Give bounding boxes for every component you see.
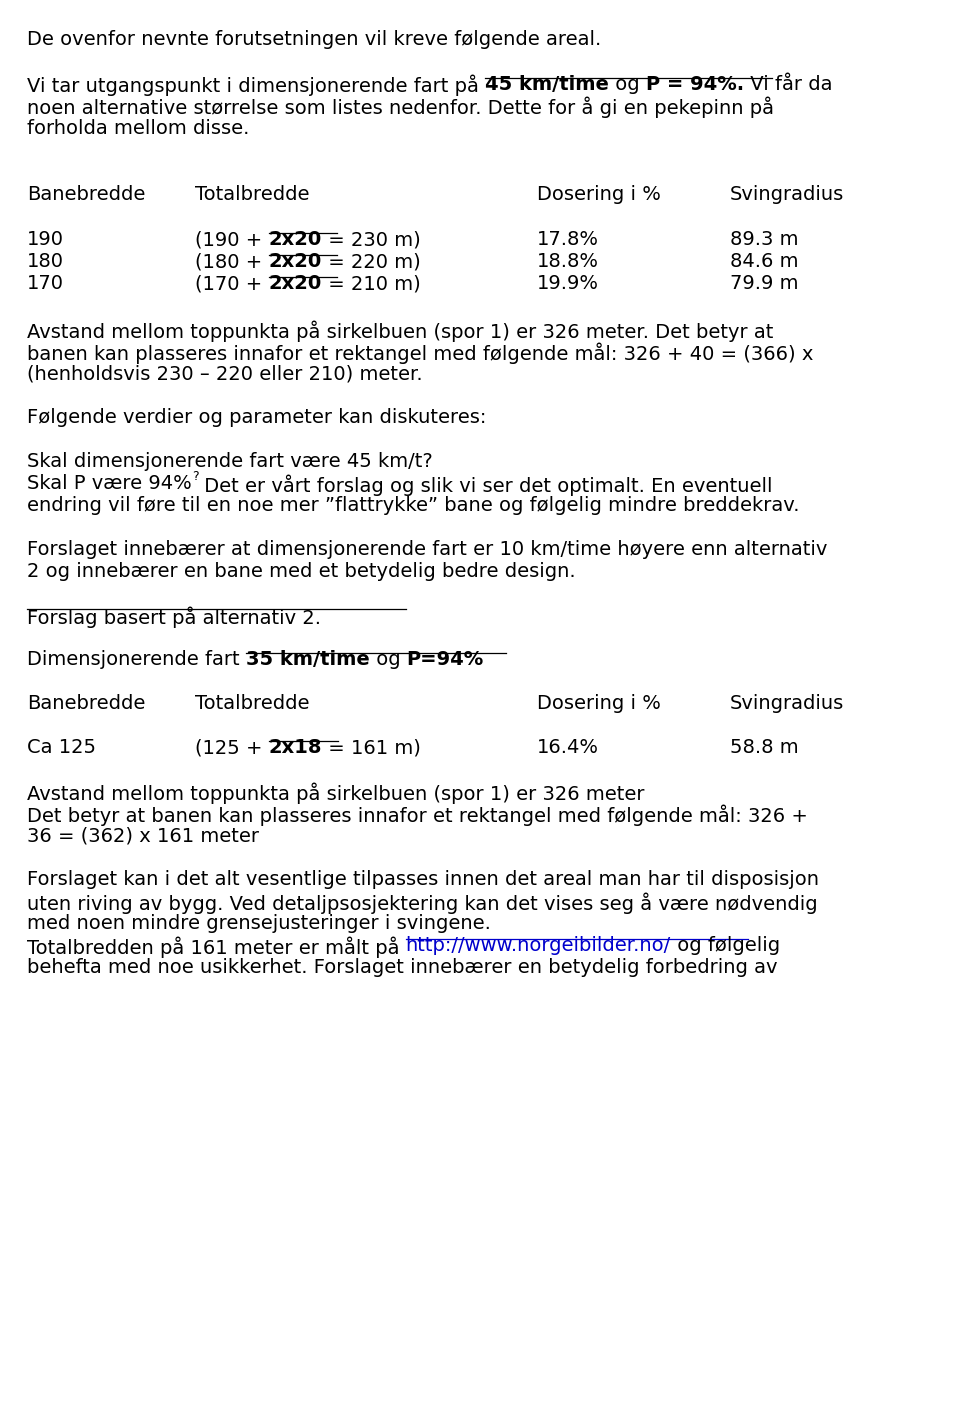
- Text: De ovenfor nevnte forutsetningen vil kreve følgende areal.: De ovenfor nevnte forutsetningen vil kre…: [27, 30, 601, 49]
- Text: http://www.norgeibilder.no/: http://www.norgeibilder.no/: [406, 936, 671, 955]
- Text: Forslaget innebærer at dimensjonerende fart er 10 km/time høyere enn alternativ: Forslaget innebærer at dimensjonerende f…: [27, 540, 828, 559]
- Text: banen kan plasseres innafor et rektangel med følgende mål: 326 + 40 = (366) x: banen kan plasseres innafor et rektangel…: [27, 342, 813, 363]
- Text: Forslag basert på alternativ 2.: Forslag basert på alternativ 2.: [27, 606, 321, 628]
- Text: 2x20: 2x20: [269, 274, 322, 293]
- Text: 170: 170: [27, 274, 64, 293]
- Text: Følgende verdier og parameter kan diskuteres:: Følgende verdier og parameter kan diskut…: [27, 408, 487, 426]
- Text: behefta med noe usikkerhet. Forslaget innebærer en betydelig forbedring av: behefta med noe usikkerhet. Forslaget in…: [27, 958, 778, 976]
- Text: noen alternative størrelse som listes nedenfor. Dette for å gi en pekepinn på: noen alternative størrelse som listes ne…: [27, 97, 774, 118]
- Text: endring vil føre til en noe mer ”flattrykke” bane og følgelig mindre breddekrav.: endring vil føre til en noe mer ”flattry…: [27, 497, 800, 515]
- Text: Dosering i %: Dosering i %: [537, 694, 660, 713]
- Text: (190 +: (190 +: [195, 229, 269, 249]
- Text: Dimensjonerende fart: Dimensjonerende fart: [27, 650, 246, 668]
- Text: og: og: [609, 75, 646, 94]
- Text: Forslaget kan i det alt vesentlige tilpasses innen det areal man har til disposi: Forslaget kan i det alt vesentlige tilpa…: [27, 870, 819, 889]
- Text: = 161 m): = 161 m): [323, 739, 421, 757]
- Text: Totalbredden på 161 meter er målt på: Totalbredden på 161 meter er målt på: [27, 936, 406, 958]
- Text: Avstand mellom toppunkta på sirkelbuen (spor 1) er 326 meter: Avstand mellom toppunkta på sirkelbuen (…: [27, 782, 644, 803]
- Text: Banebredde: Banebredde: [27, 694, 145, 713]
- Text: 2x20: 2x20: [269, 229, 322, 249]
- Text: (henholdsvis 230 – 220 eller 210) meter.: (henholdsvis 230 – 220 eller 210) meter.: [27, 364, 422, 383]
- Text: Vi tar utgangspunkt i dimensjonerende fart på: Vi tar utgangspunkt i dimensjonerende fa…: [27, 75, 485, 97]
- Text: 2x18: 2x18: [269, 739, 323, 757]
- Text: Skal P være 94%: Skal P være 94%: [27, 474, 192, 492]
- Text: Skal dimensjonerende fart være 45 km/t?: Skal dimensjonerende fart være 45 km/t?: [27, 452, 433, 471]
- Text: Svingradius: Svingradius: [730, 184, 844, 204]
- Text: Banebredde: Banebredde: [27, 184, 145, 204]
- Text: P=94%: P=94%: [406, 650, 484, 668]
- Text: (180 +: (180 +: [195, 252, 269, 272]
- Text: 36 = (362) x 161 meter: 36 = (362) x 161 meter: [27, 826, 259, 846]
- Text: og: og: [370, 650, 406, 668]
- Text: Det er vårt forslag og slik vi ser det optimalt. En eventuell: Det er vårt forslag og slik vi ser det o…: [199, 474, 773, 495]
- Text: Vi får da: Vi får da: [744, 75, 832, 94]
- Text: med noen mindre grensejusteringer i svingene.: med noen mindre grensejusteringer i svin…: [27, 915, 491, 933]
- Text: Svingradius: Svingradius: [730, 694, 844, 713]
- Text: Det betyr at banen kan plasseres innafor et rektangel med følgende mål: 326 +: Det betyr at banen kan plasseres innafor…: [27, 803, 808, 826]
- Text: uten riving av bygg. Ved detaljpsosjektering kan det vises seg å være nødvendig: uten riving av bygg. Ved detaljpsosjekte…: [27, 892, 818, 913]
- Text: = 220 m): = 220 m): [322, 252, 420, 272]
- Text: (170 +: (170 +: [195, 274, 269, 293]
- Text: 17.8%: 17.8%: [537, 229, 599, 249]
- Text: 19.9%: 19.9%: [537, 274, 599, 293]
- Text: 45 km/time: 45 km/time: [485, 75, 609, 94]
- Text: og følgelig: og følgelig: [671, 936, 780, 955]
- Text: Totalbredde: Totalbredde: [195, 184, 309, 204]
- Text: 190: 190: [27, 229, 64, 249]
- Text: 180: 180: [27, 252, 64, 272]
- Text: (125 +: (125 +: [195, 739, 269, 757]
- Text: 2 og innebærer en bane med et betydelig bedre design.: 2 og innebærer en bane med et betydelig …: [27, 561, 576, 581]
- Text: 84.6 m: 84.6 m: [730, 252, 799, 272]
- Text: 79.9 m: 79.9 m: [730, 274, 799, 293]
- Text: Avstand mellom toppunkta på sirkelbuen (spor 1) er 326 meter. Det betyr at: Avstand mellom toppunkta på sirkelbuen (…: [27, 319, 774, 342]
- Text: 58.8 m: 58.8 m: [730, 739, 799, 757]
- Text: forholda mellom disse.: forholda mellom disse.: [27, 120, 250, 138]
- Text: Ca 125: Ca 125: [27, 739, 96, 757]
- Text: 18.8%: 18.8%: [537, 252, 599, 272]
- Text: = 230 m): = 230 m): [322, 229, 420, 249]
- Text: P = 94%.: P = 94%.: [646, 75, 744, 94]
- Text: Totalbredde: Totalbredde: [195, 694, 309, 713]
- Text: = 210 m): = 210 m): [322, 274, 420, 293]
- Text: 35 km/time: 35 km/time: [246, 650, 370, 668]
- Text: 89.3 m: 89.3 m: [730, 229, 799, 249]
- Text: 16.4%: 16.4%: [537, 739, 599, 757]
- Text: Dosering i %: Dosering i %: [537, 184, 660, 204]
- Text: 2x20: 2x20: [269, 252, 322, 272]
- Text: ?: ?: [192, 470, 199, 484]
